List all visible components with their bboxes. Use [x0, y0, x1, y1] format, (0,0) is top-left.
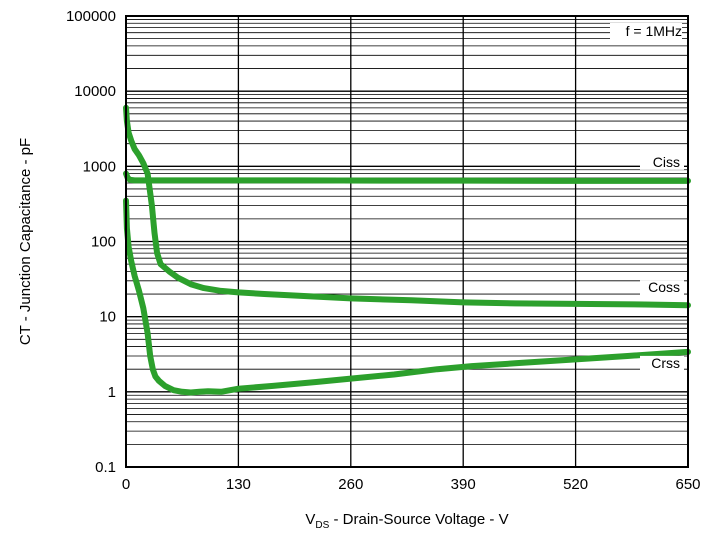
- series-label-coss: Coss: [648, 279, 680, 295]
- x-axis-title-rest: - Drain-Source Voltage - V: [329, 511, 508, 528]
- y-tick-label: 0.1: [95, 459, 116, 476]
- x-tick-label: 260: [338, 476, 363, 493]
- x-axis-title-main: V: [305, 511, 315, 528]
- y-axis-title: CT - Junction Capacitance - pF: [17, 138, 34, 345]
- y-tick-label: 10: [99, 309, 116, 326]
- x-axis-title: VDS - Drain-Source Voltage - V: [305, 511, 508, 531]
- x-tick-label: 650: [675, 476, 700, 493]
- series-line-crss: [123, 197, 691, 396]
- series-lines: [123, 104, 691, 396]
- series-label-background: [640, 280, 684, 296]
- series-label-background: [640, 355, 684, 371]
- annotation-background: [610, 23, 682, 41]
- annotation: f = 1MHz: [610, 23, 682, 41]
- x-axis-title-subscript: DS: [315, 520, 329, 531]
- series-line-ciss: [123, 170, 691, 184]
- series-label-background: [640, 154, 684, 170]
- x-tick-label: 390: [451, 476, 476, 493]
- annotation-text: f = 1MHz: [626, 23, 682, 39]
- series-line-coss: [123, 104, 691, 309]
- series-label-ciss: Ciss: [653, 154, 680, 170]
- x-tick-label: 520: [563, 476, 588, 493]
- plot-frame: [125, 15, 689, 468]
- x-tick-label: 130: [226, 476, 251, 493]
- grid-lines: [125, 16, 689, 468]
- y-tick-label: 100: [91, 234, 116, 251]
- series-labels: Ciss Coss Crss: [640, 154, 684, 371]
- y-tick-label: 10000: [74, 83, 116, 100]
- y-tick-label: 100000: [66, 8, 116, 25]
- x-tick-label: 0: [122, 476, 130, 493]
- y-tick-label: 1: [108, 384, 116, 401]
- tick-labels: 0 130 260 390 520 650 0.1 1 10 100 1000 10000 100000: [66, 8, 701, 493]
- y-tick-label: 1000: [83, 158, 116, 175]
- series-label-crss: Crss: [651, 355, 680, 371]
